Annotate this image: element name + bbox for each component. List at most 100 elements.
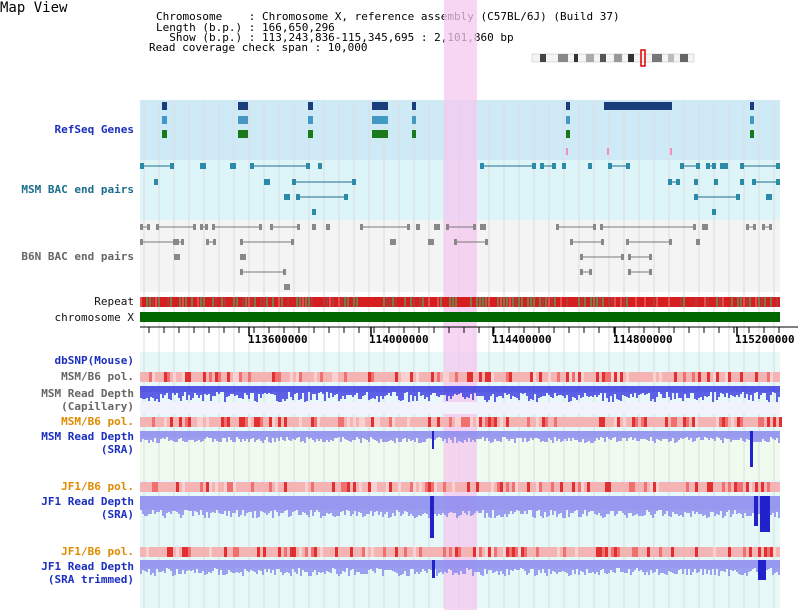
depth-bar: [644, 510, 646, 515]
depth-bar: [376, 510, 378, 511]
track-label-jf1-b6-pol-2[interactable]: JF1/B6 pol.: [61, 545, 134, 558]
depth-bar: [142, 510, 144, 514]
repeat-element: [302, 297, 304, 307]
pol-segment: [605, 547, 608, 557]
depth-bar: [190, 437, 192, 440]
depth-bar: [536, 392, 538, 402]
depth-bar: [420, 568, 422, 572]
track-label-b6n-bac[interactable]: B6N BAC end pairs: [21, 250, 134, 263]
pol-segment: [686, 482, 689, 492]
pol-segment: [731, 417, 734, 427]
depth-bar: [672, 568, 674, 573]
depth-bar: [434, 392, 436, 393]
depth-bar: [494, 510, 496, 518]
pol-segment: [548, 372, 551, 382]
depth-bar: [468, 568, 470, 570]
depth-bar: [332, 392, 334, 397]
depth-bar: [508, 437, 510, 441]
repeat-element: [287, 297, 289, 307]
depth-bar: [412, 437, 414, 440]
pol-segment: [692, 372, 695, 382]
depth-bar: [304, 510, 306, 513]
depth-bar: [676, 392, 678, 393]
track-label-msm-b6-pol[interactable]: MSM/B6 pol.: [61, 370, 134, 383]
depth-bar: [488, 568, 490, 570]
depth-bar: [262, 568, 264, 575]
depth-bar: [728, 437, 730, 439]
depth-bar: [372, 510, 374, 516]
track-label-msm-depth-sra[interactable]: MSM Read Depth: [41, 430, 134, 443]
depth-bar: [142, 392, 144, 399]
depth-bar: [744, 568, 746, 573]
depth-bar: [592, 437, 594, 443]
depth-bar: [532, 392, 534, 400]
repeat-element: [614, 297, 616, 307]
depth-bar: [172, 568, 174, 576]
depth-bar: [710, 437, 712, 438]
depth-bar: [462, 568, 464, 574]
depth-bar: [316, 392, 318, 400]
pol-segment: [545, 417, 548, 427]
pol-segment: [629, 482, 632, 492]
pol-segment: [443, 482, 446, 492]
depth-bar: [262, 392, 264, 394]
depth-bar: [776, 568, 778, 572]
depth-bar: [334, 568, 336, 569]
repeat-element: [254, 297, 256, 307]
pol-segment: [728, 372, 731, 382]
bac-end-marker: [680, 163, 684, 169]
depth-bar: [474, 437, 476, 442]
pol-segment: [575, 372, 578, 382]
pol-segment: [452, 482, 455, 492]
repeat-element: [158, 297, 160, 307]
depth-bar: [748, 510, 750, 516]
track-label-jf1-b6-pol[interactable]: JF1/B6 pol.: [61, 480, 134, 493]
depth-bar: [194, 437, 196, 442]
refseq-tick: [566, 148, 568, 155]
track-label-jf1-depth-trimmed[interactable]: JF1 Read Depth: [41, 560, 134, 573]
pol-segment: [209, 482, 212, 492]
depth-bar: [292, 392, 294, 400]
repeat-element: [281, 297, 283, 307]
repeat-element: [590, 297, 592, 307]
track-label-msm-bac[interactable]: MSM BAC end pairs: [21, 183, 134, 196]
depth-bar: [326, 510, 328, 513]
depth-bar: [580, 437, 582, 442]
depth-bar: [558, 392, 560, 395]
depth-bar: [684, 392, 686, 394]
depth-bar: [692, 510, 694, 511]
depth-bar: [278, 392, 280, 402]
pol-segment: [365, 547, 368, 557]
depth-bar: [288, 437, 290, 440]
depth-bar: [584, 437, 586, 443]
depth-bar: [556, 437, 558, 441]
track-label-msm-b6-pol-2[interactable]: MSM/B6 pol.: [61, 415, 134, 428]
depth-bar: [758, 392, 760, 399]
depth-bar: [670, 510, 672, 517]
depth-bar: [726, 437, 728, 439]
track-label-dbsnp[interactable]: dbSNP(Mouse): [54, 354, 134, 367]
depth-bar: [162, 437, 164, 438]
bac-end-marker: [694, 194, 698, 200]
track-label-refseq-genes[interactable]: RefSeq Genes: [54, 123, 134, 136]
depth-bar: [154, 510, 156, 514]
depth-bar: [294, 568, 296, 572]
depth-bar: [344, 437, 346, 439]
depth-bar: [182, 392, 184, 396]
pol-segment: [686, 417, 689, 427]
depth-bar: [756, 437, 758, 442]
track-label-msm-depth-capillary[interactable]: MSM Read Depth: [41, 387, 134, 400]
gene-glyph: [750, 102, 754, 110]
depth-bar: [452, 568, 454, 575]
depth-bar: [292, 437, 294, 439]
pol-segment: [728, 547, 731, 557]
pol-segment: [185, 417, 188, 427]
depth-bar: [304, 437, 306, 443]
pol-segment: [269, 482, 272, 492]
depth-bar: [620, 437, 622, 441]
track-label-jf1-depth-sra[interactable]: JF1 Read Depth: [41, 495, 134, 508]
depth-bar: [272, 437, 274, 438]
depth-bar: [232, 510, 234, 513]
pol-segment: [488, 372, 491, 382]
